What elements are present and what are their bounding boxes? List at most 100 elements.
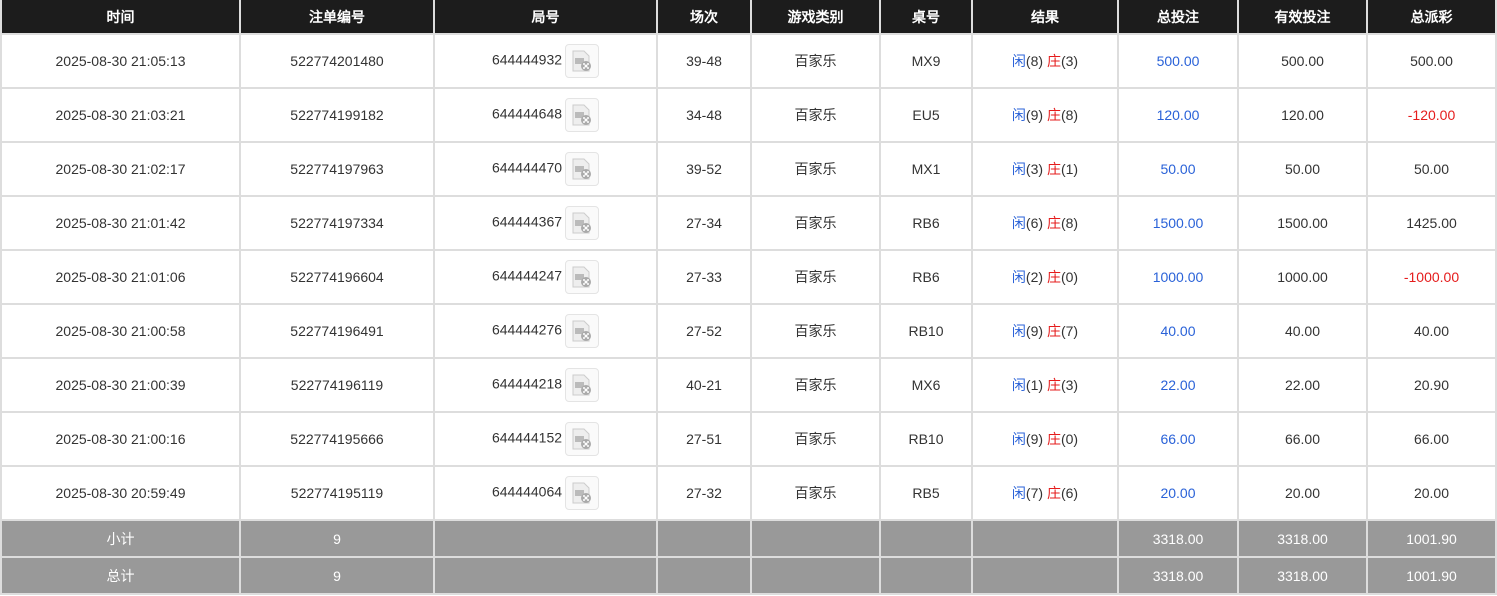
total-bet-cell[interactable]: 22.00 xyxy=(1117,357,1239,413)
game-type-cell: 百家乐 xyxy=(750,195,881,251)
player-label: 闲 xyxy=(1011,215,1026,231)
payout-cell: 500.00 xyxy=(1366,33,1497,89)
round-id: 644444218 xyxy=(491,375,563,392)
summary-count: 9 xyxy=(239,556,435,595)
time-cell: 2025-08-30 21:01:42 xyxy=(0,195,241,251)
time-cell: 2025-08-30 21:02:17 xyxy=(0,141,241,197)
player-score: (7) xyxy=(1025,485,1044,501)
table-no-cell: MX9 xyxy=(879,33,973,89)
empty-cell xyxy=(656,519,752,558)
banker-score: (0) xyxy=(1060,431,1079,447)
total-bet-cell[interactable]: 20.00 xyxy=(1117,465,1239,521)
player-score: (9) xyxy=(1025,107,1044,123)
video-replay-icon[interactable] xyxy=(565,260,600,294)
video-replay-icon[interactable] xyxy=(565,98,600,132)
order-id-cell: 522774199182 xyxy=(239,87,435,143)
header-table-no: 桌号 xyxy=(879,0,973,35)
player-label: 闲 xyxy=(1011,107,1026,123)
summary-valid: 3318.00 xyxy=(1237,556,1368,595)
round-id-cell: 644444218 xyxy=(433,357,658,413)
header-time: 时间 xyxy=(0,0,241,35)
time-cell: 2025-08-30 21:05:13 xyxy=(0,33,241,89)
order-id-cell: 522774195119 xyxy=(239,465,435,521)
summary-payout: 1001.90 xyxy=(1366,519,1497,558)
empty-cell xyxy=(750,556,881,595)
video-replay-icon[interactable] xyxy=(565,152,600,186)
table-no-cell: RB6 xyxy=(879,195,973,251)
round-id: 644444152 xyxy=(491,429,563,446)
summary-label: 总计 xyxy=(0,556,241,595)
time-cell: 2025-08-30 21:03:21 xyxy=(0,87,241,143)
result-cell: 闲(8) 庄(3) xyxy=(971,33,1119,89)
table-row: 2025-08-30 21:05:13 522774201480 6444449… xyxy=(0,33,1497,89)
table-no-cell: EU5 xyxy=(879,87,973,143)
player-label: 闲 xyxy=(1011,161,1026,177)
round-id: 644444064 xyxy=(491,483,563,500)
header-shoe: 场次 xyxy=(656,0,752,35)
banker-label: 庄 xyxy=(1046,161,1061,177)
empty-cell xyxy=(750,519,881,558)
total-bet-cell[interactable]: 66.00 xyxy=(1117,411,1239,467)
player-label: 闲 xyxy=(1011,431,1026,447)
banker-score: (7) xyxy=(1060,323,1079,339)
game-type-cell: 百家乐 xyxy=(750,411,881,467)
player-label: 闲 xyxy=(1011,269,1026,285)
round-id-cell: 644444932 xyxy=(433,33,658,89)
header-valid-bet: 有效投注 xyxy=(1237,0,1368,35)
video-replay-icon[interactable] xyxy=(565,422,600,456)
shoe-cell: 40-21 xyxy=(656,357,752,413)
shoe-cell: 27-32 xyxy=(656,465,752,521)
banker-label: 庄 xyxy=(1046,269,1061,285)
total-bet-cell[interactable]: 1000.00 xyxy=(1117,249,1239,305)
video-replay-icon[interactable] xyxy=(565,314,600,348)
shoe-cell: 34-48 xyxy=(656,87,752,143)
valid-bet-cell: 66.00 xyxy=(1237,411,1368,467)
result-cell: 闲(9) 庄(7) xyxy=(971,303,1119,359)
table-row: 2025-08-30 21:02:17 522774197963 6444444… xyxy=(0,141,1497,197)
summary-bet: 3318.00 xyxy=(1117,519,1239,558)
empty-cell xyxy=(879,519,973,558)
banker-score: (1) xyxy=(1060,161,1079,177)
total-bet-cell[interactable]: 120.00 xyxy=(1117,87,1239,143)
valid-bet-cell: 40.00 xyxy=(1237,303,1368,359)
empty-cell xyxy=(656,556,752,595)
time-cell: 2025-08-30 21:01:06 xyxy=(0,249,241,305)
round-id-cell: 644444247 xyxy=(433,249,658,305)
result-cell: 闲(9) 庄(0) xyxy=(971,411,1119,467)
order-id-cell: 522774196604 xyxy=(239,249,435,305)
table-row: 2025-08-30 21:01:42 522774197334 6444443… xyxy=(0,195,1497,251)
time-cell: 2025-08-30 21:00:39 xyxy=(0,357,241,413)
shoe-cell: 27-52 xyxy=(656,303,752,359)
total-bet-cell[interactable]: 40.00 xyxy=(1117,303,1239,359)
total-bet-cell[interactable]: 50.00 xyxy=(1117,141,1239,197)
table-row: 2025-08-30 21:01:06 522774196604 6444442… xyxy=(0,249,1497,305)
empty-cell xyxy=(879,556,973,595)
header-order-id: 注单编号 xyxy=(239,0,435,35)
total-bet-cell[interactable]: 500.00 xyxy=(1117,33,1239,89)
round-id-cell: 644444276 xyxy=(433,303,658,359)
banker-score: (3) xyxy=(1060,377,1079,393)
video-replay-icon[interactable] xyxy=(565,206,600,240)
order-id-cell: 522774196491 xyxy=(239,303,435,359)
payout-cell: 66.00 xyxy=(1366,411,1497,467)
player-label: 闲 xyxy=(1011,377,1026,393)
video-replay-icon[interactable] xyxy=(565,476,600,510)
summary-label: 小计 xyxy=(0,519,241,558)
banker-label: 庄 xyxy=(1046,485,1061,501)
total-bet-cell[interactable]: 1500.00 xyxy=(1117,195,1239,251)
banker-label: 庄 xyxy=(1046,215,1061,231)
valid-bet-cell: 22.00 xyxy=(1237,357,1368,413)
table-no-cell: RB6 xyxy=(879,249,973,305)
result-cell: 闲(7) 庄(6) xyxy=(971,465,1119,521)
valid-bet-cell: 20.00 xyxy=(1237,465,1368,521)
video-replay-icon[interactable] xyxy=(565,44,600,78)
player-label: 闲 xyxy=(1011,53,1026,69)
video-replay-icon[interactable] xyxy=(565,368,600,402)
table-row: 2025-08-30 21:00:16 522774195666 6444441… xyxy=(0,411,1497,467)
table-no-cell: RB10 xyxy=(879,303,973,359)
total-row: 总计 9 3318.00 3318.00 1001.90 xyxy=(0,556,1497,595)
result-cell: 闲(6) 庄(8) xyxy=(971,195,1119,251)
game-type-cell: 百家乐 xyxy=(750,303,881,359)
payout-cell: -120.00 xyxy=(1366,87,1497,143)
payout-cell: 50.00 xyxy=(1366,141,1497,197)
